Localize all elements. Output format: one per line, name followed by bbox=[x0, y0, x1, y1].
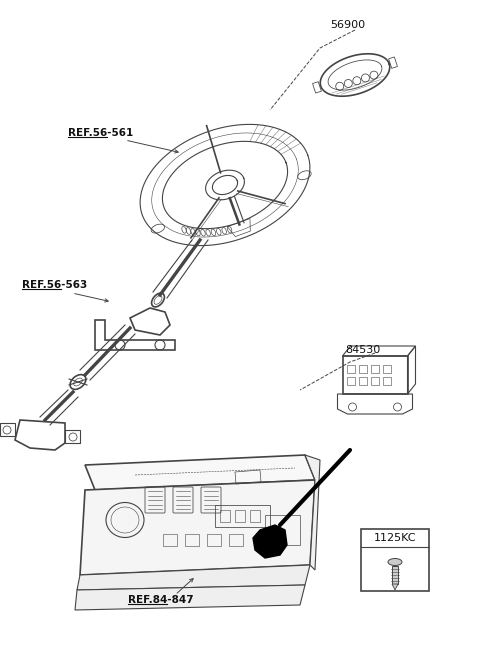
Bar bbox=[347, 377, 355, 385]
Bar bbox=[392, 566, 398, 584]
Ellipse shape bbox=[388, 558, 402, 566]
Text: 56900: 56900 bbox=[330, 20, 365, 30]
Polygon shape bbox=[305, 455, 320, 570]
Bar bbox=[361, 529, 429, 591]
Polygon shape bbox=[253, 525, 287, 558]
Polygon shape bbox=[75, 585, 305, 610]
Text: 1125KC: 1125KC bbox=[374, 533, 416, 543]
Bar bbox=[347, 365, 355, 373]
Bar bbox=[220, 510, 230, 522]
Text: REF.56-563: REF.56-563 bbox=[22, 280, 87, 290]
Text: REF.56-561: REF.56-561 bbox=[68, 128, 133, 138]
Bar bbox=[359, 377, 367, 385]
Text: 84530: 84530 bbox=[345, 345, 380, 355]
Bar bbox=[383, 365, 391, 373]
Bar bbox=[265, 515, 300, 545]
Bar bbox=[185, 534, 199, 546]
Bar bbox=[207, 534, 221, 546]
Bar bbox=[229, 534, 243, 546]
Text: REF.84-847: REF.84-847 bbox=[128, 595, 193, 605]
Polygon shape bbox=[392, 584, 398, 590]
Bar bbox=[250, 510, 260, 522]
Bar bbox=[371, 377, 379, 385]
Bar bbox=[383, 377, 391, 385]
Bar bbox=[371, 365, 379, 373]
Bar bbox=[215, 505, 270, 527]
Polygon shape bbox=[85, 455, 315, 490]
Bar bbox=[163, 534, 177, 546]
Polygon shape bbox=[80, 480, 315, 575]
Bar bbox=[235, 510, 245, 522]
Bar bbox=[359, 365, 367, 373]
Polygon shape bbox=[77, 565, 310, 590]
